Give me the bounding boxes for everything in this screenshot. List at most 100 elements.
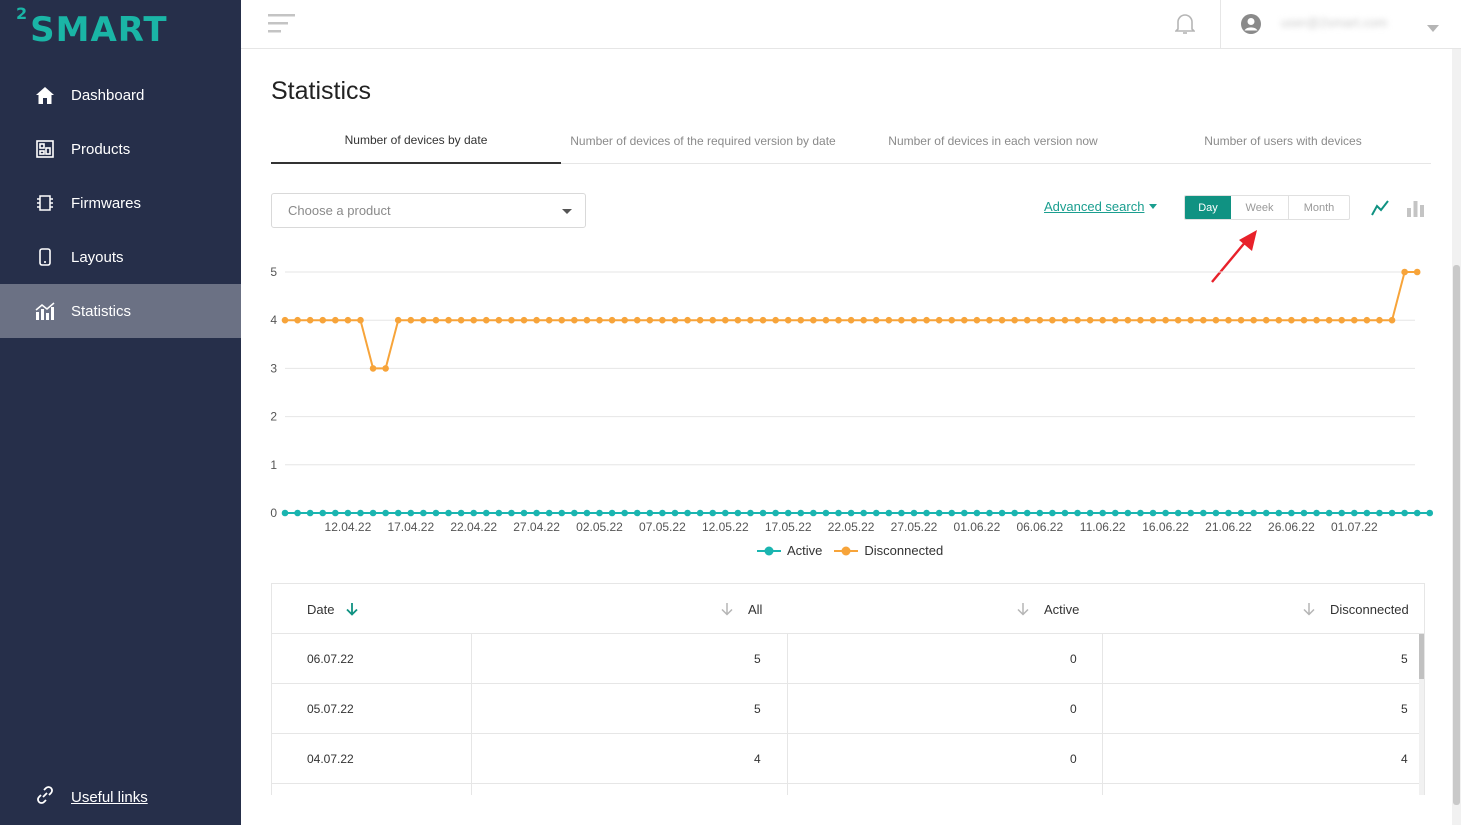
tab-users-with-devices[interactable]: Number of users with devices <box>1204 134 1362 148</box>
data-point-active <box>445 509 452 517</box>
table-scrollbar-thumb[interactable] <box>1419 634 1424 679</box>
data-point-active <box>722 509 729 517</box>
data-point-disconnected <box>621 316 628 324</box>
data-point-disconnected <box>1388 316 1396 324</box>
menu-icon[interactable] <box>268 14 295 39</box>
sort-icon <box>1017 603 1029 616</box>
data-point-active <box>671 509 679 517</box>
data-point-active <box>306 509 314 517</box>
statistics-icon <box>35 301 55 321</box>
line-chart-icon[interactable] <box>1370 199 1390 222</box>
data-point-disconnected <box>608 316 616 324</box>
data-point-active <box>508 509 515 517</box>
data-point-active <box>621 509 628 517</box>
column-header-disconnected[interactable]: Disconnected <box>1303 584 1409 634</box>
chevron-down-icon[interactable] <box>1427 19 1439 37</box>
x-tick-label: 27.05.22 <box>891 520 938 534</box>
data-point-active <box>1288 509 1295 517</box>
period-week-button[interactable]: Week <box>1231 196 1289 219</box>
column-header-all[interactable]: All <box>721 584 762 634</box>
period-day-button[interactable]: Day <box>1185 196 1231 219</box>
data-point-disconnected <box>432 316 440 324</box>
data-point-disconnected <box>633 316 641 324</box>
tab-devices-by-date[interactable]: Number of devices by date <box>271 118 561 164</box>
data-point-active <box>1300 509 1308 517</box>
data-point-disconnected <box>998 316 1006 324</box>
data-point-disconnected <box>1111 316 1119 324</box>
phone-icon <box>35 247 55 267</box>
data-point-active <box>1275 509 1283 517</box>
data-point-disconnected <box>1363 316 1371 324</box>
data-point-disconnected <box>1212 316 1220 324</box>
data-point-active <box>407 509 415 517</box>
sidebar-item-firmwares[interactable]: Firmwares <box>0 176 241 230</box>
data-point-active <box>910 509 918 517</box>
data-point-active <box>860 509 867 517</box>
x-tick-label: 02.05.22 <box>576 520 623 534</box>
bell-icon[interactable] <box>1174 13 1196 40</box>
data-point-disconnected <box>1250 316 1257 324</box>
data-point-disconnected <box>1313 316 1320 324</box>
y-tick-label: 1 <box>270 458 277 472</box>
sidebar-item-label: Layouts <box>71 248 124 266</box>
data-point-disconnected <box>822 316 830 324</box>
data-point-disconnected <box>407 316 415 324</box>
bar-chart-icon[interactable] <box>1406 199 1425 222</box>
legend-item-disconnected[interactable]: Disconnected <box>834 543 943 558</box>
data-point-active <box>684 509 691 517</box>
tab-devices-required-version[interactable]: Number of devices of the required versio… <box>570 134 836 148</box>
data-point-disconnected <box>1174 316 1182 324</box>
devices-line-chart: 0 1 2 3 4 5 12.04.22 17.04.22 22.04.22 27.04.22 02… <box>270 265 1434 534</box>
useful-links[interactable]: Useful links <box>0 770 148 824</box>
data-point-active <box>847 509 855 517</box>
x-tick-label: 21.06.22 <box>1205 520 1252 534</box>
user-avatar-icon[interactable] <box>1240 13 1262 40</box>
data-point-disconnected <box>747 316 754 324</box>
data-point-disconnected <box>910 316 918 324</box>
period-month-button[interactable]: Month <box>1303 201 1335 214</box>
legend-item-active[interactable]: Active <box>757 543 822 558</box>
x-tick-label: 16.06.22 <box>1142 520 1189 534</box>
data-point-active <box>1250 509 1257 517</box>
sidebar-item-products[interactable]: Products <box>0 122 241 176</box>
table-scrollbar[interactable] <box>1419 634 1424 795</box>
data-point-active <box>1111 509 1119 517</box>
x-tick-label: 01.07.22 <box>1331 520 1378 534</box>
logo[interactable]: 2SMART <box>16 3 168 50</box>
sidebar-item-dashboard[interactable]: Dashboard <box>0 68 241 122</box>
product-select[interactable]: Choose a product <box>271 193 586 228</box>
products-icon <box>35 139 55 159</box>
sidebar-item-statistics[interactable]: Statistics <box>0 284 241 338</box>
data-point-disconnected <box>508 316 515 324</box>
cell-disconnected: 5 <box>1401 652 1408 666</box>
data-point-disconnected <box>772 316 779 324</box>
data-point-active <box>835 509 842 517</box>
data-point-active <box>1187 509 1195 517</box>
x-tick-label: 01.06.22 <box>954 520 1001 534</box>
data-point-active <box>1061 509 1069 517</box>
data-point-active <box>1388 509 1396 517</box>
data-point-disconnected <box>281 316 289 324</box>
data-point-disconnected <box>835 316 842 324</box>
page-scrollbar-thumb[interactable] <box>1453 265 1460 805</box>
sidebar-item-layouts[interactable]: Layouts <box>0 230 241 284</box>
cell-active: 0 <box>1070 702 1077 716</box>
tab-devices-each-version[interactable]: Number of devices in each version now <box>888 134 1098 148</box>
data-point-disconnected <box>394 316 402 324</box>
column-header-active[interactable]: Active <box>1017 584 1079 634</box>
data-point-active <box>294 509 301 517</box>
data-point-disconnected <box>847 316 855 324</box>
user-email[interactable]: user@2smart.com <box>1281 15 1388 30</box>
data-point-active <box>1426 509 1434 517</box>
column-header-date[interactable]: Date <box>307 584 359 634</box>
data-point-active <box>1376 509 1383 517</box>
data-point-disconnected <box>1413 268 1421 276</box>
data-point-active <box>281 509 289 517</box>
data-point-active <box>797 509 805 517</box>
data-point-disconnected <box>1061 316 1069 324</box>
data-point-active <box>709 509 717 517</box>
data-point-active <box>394 509 402 517</box>
advanced-search-link[interactable]: Advanced search <box>1044 199 1158 214</box>
data-point-disconnected <box>684 316 691 324</box>
data-point-active <box>1212 509 1220 517</box>
